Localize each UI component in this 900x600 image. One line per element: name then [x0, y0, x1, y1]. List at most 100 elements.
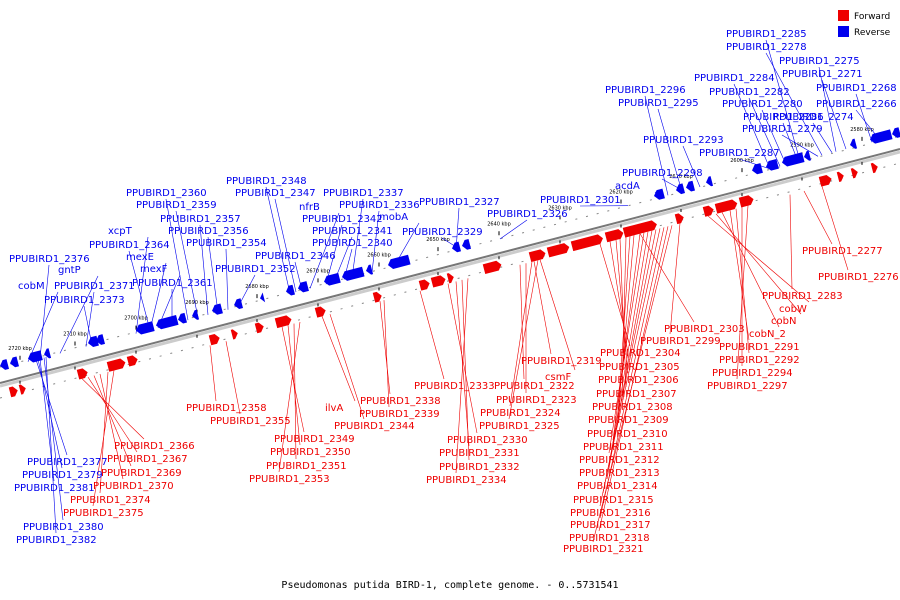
reverse-gene-label: PPUBIRD1_2298: [622, 168, 703, 179]
tick-label: 2690 kbp: [185, 300, 209, 306]
reverse-gene[interactable]: [135, 321, 155, 335]
reverse-gene[interactable]: [95, 334, 106, 346]
forward-gene[interactable]: [674, 212, 685, 225]
forward-gene-shape: [546, 243, 570, 258]
reverse-leader: [738, 158, 771, 170]
forward-gene-shape: [126, 355, 138, 367]
reverse-gene[interactable]: [259, 292, 266, 304]
reverse-gene-label: PPUBIRD1_2266: [816, 99, 897, 110]
reverse-gene[interactable]: [869, 129, 893, 144]
reverse-gene[interactable]: [781, 152, 805, 167]
forward-gene[interactable]: [8, 386, 19, 398]
forward-gene-label: PPUBIRD1_2375: [63, 508, 144, 519]
reverse-gene[interactable]: [685, 180, 696, 193]
reverse-gene[interactable]: [323, 272, 341, 287]
reverse-gene-label: PPUBIRD1_2296: [605, 85, 686, 96]
reverse-gene[interactable]: [0, 359, 10, 371]
reverse-gene[interactable]: [653, 188, 665, 201]
forward-gene[interactable]: [546, 242, 571, 258]
reverse-gene[interactable]: [849, 138, 858, 150]
reverse-leader: [157, 274, 181, 329]
reverse-gene[interactable]: [365, 264, 374, 275]
reverse-leader: [351, 198, 364, 278]
reverse-gene-shape: [96, 334, 106, 345]
forward-gene[interactable]: [528, 248, 547, 263]
reverse-leader: [682, 145, 701, 188]
reverse-gene[interactable]: [9, 356, 20, 369]
reverse-gene[interactable]: [177, 312, 188, 325]
reverse-gene[interactable]: [233, 298, 244, 310]
forward-gene[interactable]: [570, 233, 604, 252]
tick-label: 2600 kbp: [730, 158, 754, 164]
forward-gene[interactable]: [604, 228, 625, 243]
forward-leader: [281, 326, 305, 433]
forward-gene-shape: [714, 199, 738, 214]
forward-gene[interactable]: [274, 314, 293, 329]
reverse-leader: [782, 122, 799, 162]
forward-gene[interactable]: [622, 219, 658, 238]
forward-gene[interactable]: [76, 367, 89, 380]
legend-forward-swatch: [838, 10, 849, 21]
reverse-gene-label: PPUBIRD1_2340: [312, 238, 393, 249]
reverse-gene[interactable]: [43, 348, 52, 359]
reverse-gene[interactable]: [765, 158, 779, 172]
forward-gene-label: PPUBIRD1_2319: [521, 356, 602, 367]
reverse-gene[interactable]: [191, 309, 200, 321]
reverse-leader: [761, 109, 787, 165]
forward-gene[interactable]: [372, 291, 383, 303]
reverse-leader: [371, 210, 380, 273]
forward-gene-label: cobN: [771, 316, 796, 327]
reverse-gene[interactable]: [155, 315, 179, 330]
forward-gene-label: PPUBIRD1_2303: [664, 324, 745, 335]
reverse-gene[interactable]: [451, 241, 462, 254]
reverse-gene[interactable]: [803, 150, 812, 162]
forward-leader: [803, 190, 833, 245]
forward-gene[interactable]: [106, 358, 127, 372]
forward-gene[interactable]: [430, 274, 447, 288]
forward-gene[interactable]: [208, 333, 221, 346]
forward-leader: [278, 321, 301, 473]
reverse-gene-label: PPUBIRD1_2282: [709, 87, 790, 98]
forward-gene[interactable]: [870, 162, 879, 174]
forward-leader: [99, 373, 124, 480]
reverse-gene-label: PPUBIRD1_2274: [773, 112, 854, 123]
forward-leader: [87, 376, 138, 453]
forward-gene-shape: [418, 279, 430, 291]
reverse-gene[interactable]: [387, 254, 411, 270]
forward-gene-label: PPUBIRD1_2277: [802, 246, 883, 257]
reverse-gene-label: gntP: [58, 265, 81, 276]
reverse-gene[interactable]: [341, 266, 365, 282]
forward-gene[interactable]: [714, 198, 739, 214]
forward-gene[interactable]: [126, 354, 139, 367]
reverse-leader: [165, 198, 189, 321]
reverse-gene[interactable]: [891, 127, 900, 139]
forward-gene[interactable]: [418, 278, 431, 291]
reverse-gene[interactable]: [675, 183, 686, 195]
reverse-gene-label: PPUBIRD1_2287: [699, 148, 780, 159]
forward-gene[interactable]: [818, 174, 833, 187]
reverse-gene[interactable]: [705, 176, 714, 187]
forward-gene[interactable]: [850, 167, 859, 179]
forward-gene[interactable]: [18, 383, 27, 395]
forward-gene[interactable]: [254, 322, 265, 334]
reverse-gene[interactable]: [461, 239, 472, 251]
forward-gene[interactable]: [446, 272, 455, 284]
reverse-gene-label: PPUBIRD1_2286: [743, 112, 824, 123]
forward-gene[interactable]: [738, 194, 755, 208]
forward-gene[interactable]: [314, 305, 327, 318]
forward-gene[interactable]: [230, 328, 239, 340]
tick-label: 2620 kbp: [609, 190, 633, 196]
reverse-gene-label: PPUBIRD1_2271: [782, 69, 863, 80]
forward-leader: [599, 243, 631, 347]
forward-gene[interactable]: [482, 260, 503, 274]
reverse-gene-label: nfrB: [299, 202, 320, 213]
forward-gene[interactable]: [702, 205, 715, 217]
reverse-gene[interactable]: [285, 284, 296, 297]
reverse-gene-label: PPUBIRD1_2357: [160, 214, 241, 225]
forward-gene-label: PPUBIRD1_2334: [426, 475, 507, 486]
reverse-gene[interactable]: [297, 281, 309, 293]
forward-gene[interactable]: [836, 171, 845, 182]
forward-gene-shape: [76, 368, 88, 380]
reverse-leader: [765, 52, 823, 156]
tick-group: 2720 kbp 2710 kbp 2700 kbp 2690 kbp 2680 kbp…: [8, 127, 874, 384]
